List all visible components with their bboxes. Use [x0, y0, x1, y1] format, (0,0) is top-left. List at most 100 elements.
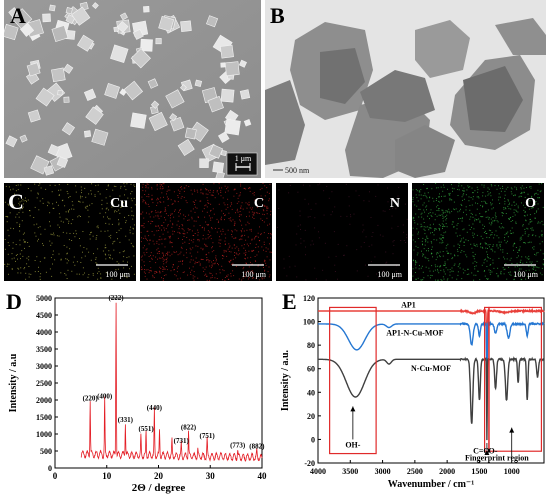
panel-a-label: A — [10, 3, 26, 28]
sem-crystal — [220, 88, 235, 103]
sem-crystal — [184, 127, 197, 140]
sem-crystal — [4, 23, 19, 41]
sem-crystal — [51, 25, 69, 42]
sem-crystal — [42, 13, 51, 23]
sem-crystal — [194, 79, 203, 87]
sem-crystal — [83, 130, 92, 138]
sem-crystal — [150, 100, 160, 109]
xrd-peak-label: (882) — [249, 443, 265, 451]
ftir-y-tick-label: 80 — [307, 341, 315, 350]
ftir-x-tick-label: 1500 — [471, 467, 487, 476]
xrd-y-tick-label: 0 — [48, 464, 52, 473]
xrd-y-tick-label: 3500 — [36, 345, 52, 354]
sem-crystal — [65, 14, 76, 25]
sem-crystal — [11, 8, 33, 30]
sem-crystal — [104, 83, 120, 99]
ftir-x-tick-label: 3500 — [342, 467, 358, 476]
sem-crystal — [132, 28, 144, 40]
sem-crystal — [165, 89, 185, 109]
eds-map-n: N 100 μm — [276, 183, 408, 281]
ftir-chart: -20 0 20 40 60 80 100 120 4000 3500 3000 2500 2000 15… — [280, 294, 545, 490]
co-annotation: C=O — [473, 447, 490, 456]
eds-map-cu: Cu 100 μm — [4, 183, 136, 281]
sem-crystal — [110, 44, 129, 63]
ftir-y-tick-label: 120 — [303, 294, 315, 303]
ftir-y-axis-label: Intensity / a.u. — [280, 349, 291, 411]
panel-e-ftir: E -20 0 20 40 60 80 100 120 4000 3500 3000 2500 2000… — [278, 288, 550, 495]
sem-crystal — [212, 161, 225, 174]
xrd-peak-label: (400) — [97, 393, 113, 401]
sem-crystal — [180, 20, 192, 33]
xrd-y-axis-label: Intensity / a.u — [8, 353, 19, 412]
panel-a-sem: 1 μm A — [4, 0, 261, 178]
ftir-y-tick-label: 20 — [307, 412, 315, 421]
sem-crystal — [169, 113, 178, 122]
xrd-y-tick-label: 3000 — [36, 362, 52, 371]
sem-crystal — [47, 144, 60, 157]
xrd-peak-label: (822) — [181, 423, 197, 431]
sem-crystal — [243, 119, 252, 127]
sem-crystal — [140, 38, 153, 52]
xrd-x-axis-label: 2Θ / degree — [132, 482, 186, 494]
sem-crystal — [206, 15, 219, 28]
xrd-y-tick-label: 1000 — [36, 430, 52, 439]
panel-b-label: B — [270, 3, 285, 28]
sem-crystal — [123, 80, 144, 101]
sem-crystal — [208, 144, 224, 159]
tem-crystals — [265, 18, 546, 178]
o-annotation: O- — [489, 447, 498, 456]
ftir-y-tick-label: 60 — [307, 365, 315, 374]
xrd-x-tick-label: 0 — [53, 471, 58, 481]
xrd-peak-label: (331) — [118, 416, 134, 424]
ftir-y-tick-label: 0 — [311, 435, 315, 444]
xrd-x-tick-label: 20 — [154, 471, 164, 481]
xrd-y-tick-label: 1500 — [36, 413, 52, 422]
sem-crystal — [147, 78, 159, 89]
xrd-peak-label: (751) — [200, 432, 216, 440]
ftir-series-label: AP1 — [401, 300, 416, 309]
xrd-chart: 0 500 1000 1500 2000 2500 3000 3500 4000 4500 5000… — [8, 294, 267, 494]
sem-crystal — [19, 134, 28, 143]
ftir-y-tick-label: 40 — [307, 388, 315, 397]
oh-annotation: OH- — [345, 441, 360, 450]
eds-scale-label: 100 μm — [105, 270, 130, 279]
ftir-x-tick-label: 2000 — [439, 467, 455, 476]
xrd-peak-label: (773) — [230, 441, 246, 449]
panel-b-tem: 500 nm B — [265, 0, 546, 178]
panel-c-eds: C Cu 100 μm C 100 μm N 100 μm O 100 μm — [4, 183, 546, 281]
sem-crystal — [148, 111, 168, 132]
sem-crystal — [130, 48, 151, 69]
ftir-series-label: AP1-N-Cu-MOF — [386, 329, 443, 338]
panel-e-label: E — [282, 289, 297, 314]
tem-image: 500 nm — [265, 0, 546, 178]
sem-crystal — [71, 6, 91, 26]
ftir-series-line — [318, 320, 545, 394]
fingerprint-region-box — [488, 306, 543, 452]
sem-crystal — [119, 12, 128, 21]
eds-element-label: C — [254, 196, 264, 211]
eds-element-label: Cu — [110, 196, 128, 211]
eds-maps: Cu 100 μm C 100 μm N 100 μm O 100 μm — [4, 183, 544, 281]
ftir-x-tick-label: 4000 — [310, 467, 326, 476]
sem-crystal — [49, 4, 56, 12]
sem-crystal — [207, 95, 224, 113]
ftir-x-tick-label: 2500 — [407, 467, 423, 476]
xrd-y-tick-label: 4000 — [36, 328, 52, 337]
sem-crystal — [116, 20, 129, 33]
xrd-y-tick-label: 2500 — [36, 379, 52, 388]
sem-crystals — [4, 1, 252, 178]
ftir-x-tick-label: 1000 — [504, 467, 520, 476]
xrd-x-tick-label: 30 — [206, 471, 216, 481]
ftir-plot-frame — [317, 297, 545, 464]
xrd-peak-label: (220) — [83, 394, 99, 402]
sem-crystal — [27, 109, 41, 123]
sem-crystal — [130, 112, 147, 129]
fingerprint-annotation: Fingerprint region — [465, 454, 529, 463]
ftir-y-tick-label: -20 — [304, 459, 315, 468]
ftir-y-tick-label: 100 — [303, 318, 315, 327]
ftir-series-line — [318, 356, 544, 441]
sem-crystal — [63, 63, 74, 74]
sem-crystal — [220, 62, 226, 68]
sem-crystal — [177, 138, 195, 157]
sem-crystal — [5, 135, 18, 148]
